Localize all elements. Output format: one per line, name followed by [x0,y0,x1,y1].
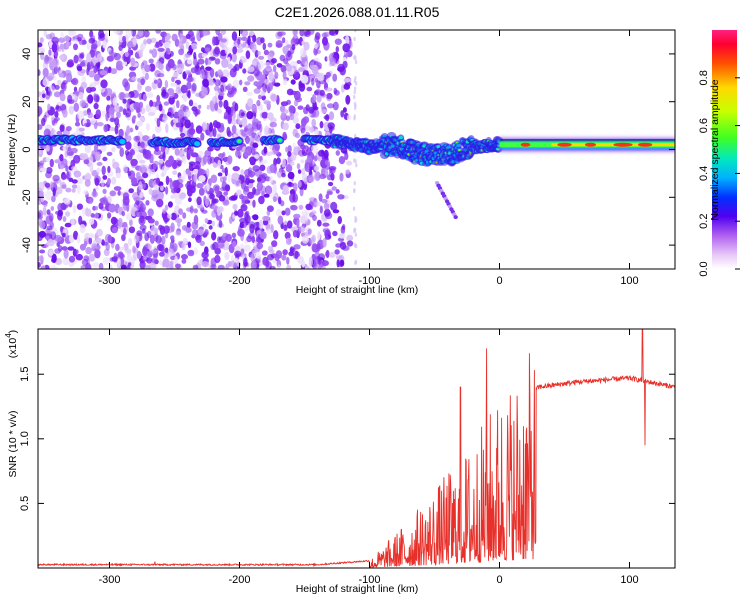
spec-ytick-label: -40 [21,237,33,253]
colorbar-ticks: 0.0 0.2 0.4 0.6 0.8 [698,70,740,277]
spec-xtick-label: 0 [496,275,502,287]
colorbar-gradient [712,30,737,269]
snr-ylabel: SNR (10 * v/v) [7,410,19,477]
spectrogram-ticks: -300 -200 -100 0 100 40 20 0 -20 -40 [21,30,675,287]
spectrogram-panel: -300 -200 -100 0 100 40 20 0 -20 -40 Height of st… [6,29,676,296]
snr-ytick-label: 1.0 [19,431,31,446]
spectrogram-signal-track [38,131,675,220]
colorbar-tick-label: 0.4 [698,166,710,181]
spec-ytick-label: -20 [21,189,33,205]
spectrogram-xlabel: Height of straight line (km) [296,284,419,296]
colorbar-tick-label: 0.6 [698,118,710,133]
spec-ytick-label: 0 [21,146,33,152]
spec-xtick-label: -300 [98,275,120,287]
figure-title: C2E1.2026.088.01.11.R05 [275,4,440,20]
spec-xtick-label: -200 [228,275,250,287]
colorbar-tick-label: 0.0 [698,261,710,276]
snr-scale-label: (x104) [4,330,19,358]
spec-ytick-label: 20 [21,96,33,108]
snr-panel: -300 -200 -100 0 100 0.5 1.0 1.5 Height of stra… [4,328,676,595]
spec-ytick-label: 40 [21,48,33,60]
spectrogram-ylabel: Frequency (Hz) [6,114,18,186]
snr-series-line [38,329,675,568]
snr-scale-exp: 4 [4,333,13,338]
colorbar-tick-label: 0.2 [698,214,710,229]
snr-ytick-label: 1.5 [19,367,31,382]
snr-ticks: -300 -200 -100 0 100 0.5 1.0 1.5 [19,329,675,586]
spectrogram-speckle [38,30,358,269]
snr-xlabel: Height of straight line (km) [296,583,419,595]
svg-text:(x104): (x104) [4,330,19,358]
snr-frame [37,328,676,569]
spec-xtick-label: 100 [620,275,638,287]
snr-xtick-label: 0 [496,574,502,586]
snr-xtick-label: -200 [228,574,250,586]
snr-ytick-label: 0.5 [19,496,31,511]
snr-xtick-label: -300 [98,574,120,586]
spec-xtick-label: -100 [358,275,380,287]
colorbar-label: Normalized spectral amplitude [709,79,721,220]
snr-xtick-label: -100 [358,574,380,586]
snr-scale-base: (x10 [7,338,19,359]
colorbar-tick-label: 0.8 [698,70,710,85]
snr-xtick-label: 100 [620,574,638,586]
colorbar: 0.0 0.2 0.4 0.6 0.8 Normalized spectral ampl… [698,30,740,277]
snr-background [38,329,675,568]
